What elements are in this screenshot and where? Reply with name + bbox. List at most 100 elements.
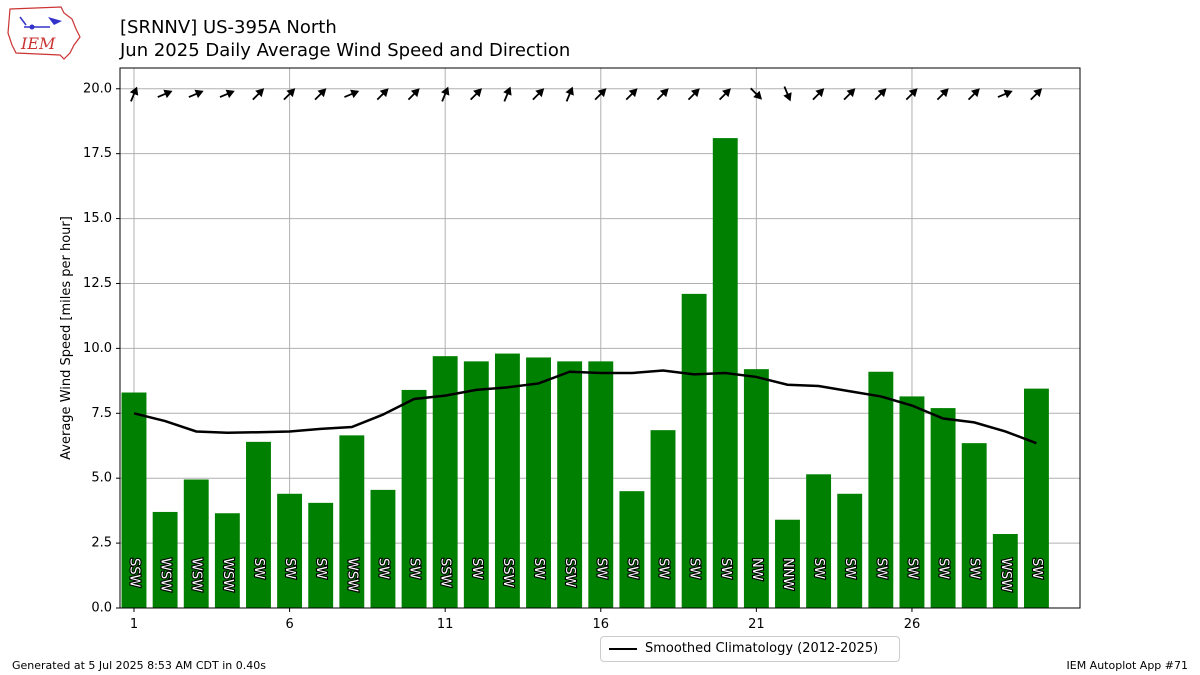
logo-text: IEM	[20, 34, 56, 53]
speed-bar	[930, 408, 956, 608]
wind-arrow-head	[129, 86, 139, 96]
speed-bar	[868, 371, 894, 608]
axis-layer: 0.02.55.07.510.012.515.017.520.01 6 11 16 21…	[59, 67, 1081, 632]
wind-arrow-head	[441, 86, 450, 96]
wind-arrow-shaft	[376, 91, 386, 101]
direction-label: SSW	[438, 558, 453, 588]
wind-arrow-shaft	[283, 91, 293, 101]
speed-bar	[557, 361, 583, 608]
wind-arrow-head	[255, 88, 265, 98]
direction-label: WSW	[344, 558, 359, 592]
wind-arrow-shaft	[967, 91, 977, 101]
speed-bar	[899, 396, 925, 608]
direction-label: SW	[469, 558, 484, 579]
wind-arrow-head	[503, 86, 512, 96]
wind-arrow	[750, 87, 763, 100]
speed-bar	[152, 511, 178, 608]
direction-label: SSW	[500, 558, 515, 588]
wind-arrow-shaft	[130, 90, 136, 102]
speed-bar	[463, 361, 489, 608]
speed-bar	[837, 493, 863, 608]
chart-title-line2: Jun 2025 Daily Average Wind Speed and Di…	[120, 40, 571, 61]
wind-arrow	[967, 88, 980, 101]
wind-arrow-shaft	[252, 91, 262, 101]
wind-arrow-shaft	[997, 91, 1009, 98]
wind-arrow-shaft	[750, 87, 760, 97]
wind-arrow-head	[410, 88, 420, 98]
wind-arrow-head	[846, 88, 856, 98]
direction-label: SW	[624, 558, 639, 579]
speed-bar	[214, 513, 240, 608]
direction-label: SW	[904, 558, 919, 579]
wind-arrow-shaft	[783, 86, 790, 98]
wind-arrow	[441, 86, 450, 102]
wind-arrow-head	[1033, 88, 1043, 98]
speed-bar	[526, 357, 551, 608]
wind-arrow	[407, 88, 420, 101]
speed-bar	[806, 474, 832, 608]
wind-arrow-shaft	[905, 91, 915, 101]
wind-arrow-head	[565, 86, 574, 96]
wind-arrow	[594, 88, 607, 101]
y-tick-label: 20.0	[83, 81, 112, 96]
wind-arrow-head	[877, 88, 887, 98]
direction-label: SW	[656, 558, 671, 579]
y-tick-label: 12.5	[83, 276, 112, 291]
wind-arrow	[252, 88, 265, 101]
direction-label: SW	[873, 558, 888, 579]
direction-label: WSW	[158, 558, 173, 592]
wind-arrow	[129, 86, 139, 102]
speed-bar	[183, 479, 209, 608]
wind-arrow	[565, 86, 574, 102]
direction-label: SW	[593, 558, 608, 579]
wind-arrow-head	[286, 88, 296, 98]
speed-bar	[339, 435, 365, 608]
direction-label: SW	[687, 558, 702, 579]
y-tick-label: 7.5	[91, 406, 112, 421]
direction-label: WSW	[998, 558, 1013, 592]
wind-arrow	[687, 88, 700, 101]
y-tick-label: 5.0	[91, 471, 112, 486]
wind-arrow-head	[783, 92, 792, 102]
wind-arrow-shaft	[188, 91, 200, 98]
wind-arrow	[1030, 88, 1043, 101]
wind-arrow-layer	[129, 86, 1043, 102]
wind-arrow-shaft	[441, 90, 448, 102]
x-tick-label: 11	[437, 617, 454, 632]
wind-arrow	[157, 89, 173, 99]
wind-arrow-shaft	[656, 91, 666, 101]
direction-label: SW	[811, 558, 826, 579]
wind-arrow	[783, 86, 792, 102]
wind-arrow-head	[317, 88, 327, 98]
wind-arrow-head	[722, 88, 731, 98]
wind-arrow-head	[1003, 89, 1013, 99]
wind-arrow-shaft	[625, 91, 635, 101]
speed-bar	[712, 138, 738, 608]
direction-label: SW	[407, 558, 422, 579]
speed-bar	[992, 534, 1018, 608]
y-axis-label: Average Wind Speed [miles per hour]	[59, 216, 74, 460]
speed-bar	[619, 491, 645, 608]
grid-layer	[120, 68, 1080, 609]
direction-label: WSW	[220, 558, 235, 592]
speed-bar	[775, 519, 800, 608]
wind-arrow-head	[350, 89, 360, 99]
wind-arrow-shaft	[532, 91, 542, 101]
speed-bar	[961, 443, 987, 608]
speed-bar	[743, 369, 769, 608]
legend: Smoothed Climatology (2012-2025)	[600, 636, 900, 662]
direction-label: NNW	[780, 558, 795, 590]
wind-arrow-head	[753, 90, 763, 100]
chart-title-line1: [SRNNV] US-395A North	[120, 17, 337, 38]
wind-arrow	[376, 88, 389, 101]
x-tick-label: 21	[748, 617, 765, 632]
direction-label: SSW	[127, 558, 142, 588]
direction-label: NW	[749, 558, 764, 581]
speed-bar	[432, 356, 458, 608]
wind-arrow-shaft	[407, 91, 417, 101]
direction-label: SSW	[562, 558, 577, 588]
y-tick-label: 17.5	[83, 146, 112, 161]
wind-arrow-shaft	[594, 91, 604, 101]
wind-arrow	[344, 89, 360, 99]
